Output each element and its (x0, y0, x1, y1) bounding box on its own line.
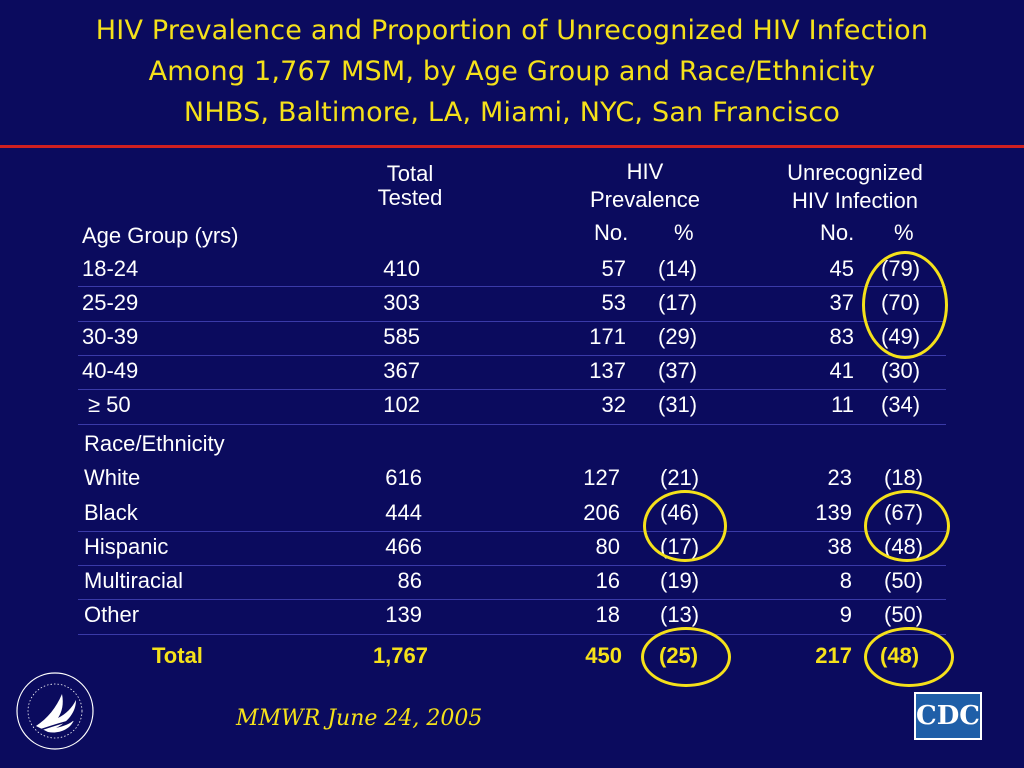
header-unrec-line2: HIV Infection (792, 188, 918, 213)
header-unrec-no: No. (820, 220, 855, 245)
header-prev-line1: HIV (626, 159, 664, 184)
highlight-circle-black-prevalence (643, 490, 727, 562)
section-label-race: Race/Ethnicity (84, 431, 225, 456)
prevalence-pct-cell: (13) (660, 602, 700, 627)
header-prev-no: No. (594, 220, 629, 245)
header-total-line2: Tested (377, 185, 443, 210)
row-label: Other (84, 602, 140, 627)
header-total-line1: Total (386, 161, 434, 186)
header-prev-line2: Prevalence (589, 187, 701, 212)
total-tested-cell: 1,767 (372, 643, 428, 668)
highlight-circle-young-unrecognized (862, 251, 948, 359)
prevalence-no-cell: 450 (585, 643, 622, 668)
prevalence-pct-cell: (14) (658, 256, 698, 281)
section-divider (78, 424, 946, 425)
unrecognized-no-cell: 41 (829, 358, 854, 383)
row-label: 25-29 (82, 290, 139, 315)
row-label: Multiracial (84, 568, 184, 593)
row-label: Hispanic (84, 534, 169, 559)
prevalence-pct-cell: (29) (658, 324, 698, 349)
header-prev-pct: % (674, 220, 694, 245)
unrecognized-no-cell: 45 (829, 256, 854, 281)
row-divider (78, 565, 946, 566)
unrecognized-no-cell: 37 (829, 290, 854, 315)
row-label: Black (84, 500, 138, 525)
total-tested-cell: 86 (397, 568, 422, 593)
prevalence-no-cell: 57 (601, 256, 626, 281)
prevalence-no-cell: 18 (595, 602, 620, 627)
unrecognized-pct-cell: (50) (884, 568, 924, 593)
row-divider (78, 355, 946, 356)
header-hiv-prevalence: HIV Prevalence (570, 158, 720, 214)
header-unrec-line1: Unrecognized (787, 160, 923, 185)
cdc-logo: CDC (914, 692, 982, 740)
header-age-group: Age Group (yrs) (82, 223, 239, 248)
prevalence-no-cell: 206 (583, 500, 620, 525)
row-divider (78, 389, 946, 390)
prevalence-no-cell: 16 (595, 568, 620, 593)
title-line-3: NHBS, Baltimore, LA, Miami, NYC, San Fra… (183, 97, 841, 128)
title-divider (0, 145, 1024, 148)
prevalence-pct-cell: (17) (658, 290, 698, 315)
prevalence-no-cell: 80 (595, 534, 620, 559)
total-tested-cell: 616 (385, 465, 422, 490)
section-divider (78, 634, 946, 635)
row-label: 30-39 (82, 324, 139, 349)
total-tested-cell: 139 (385, 602, 422, 627)
total-tested-cell: 466 (385, 534, 422, 559)
unrecognized-pct-cell: (50) (884, 602, 924, 627)
prevalence-pct-cell: (19) (660, 568, 700, 593)
citation: MMWR June 24, 2005 (236, 706, 483, 731)
header-total-tested: Total Tested (355, 160, 465, 212)
header-unrec-pct: % (894, 220, 914, 245)
title-line-2: Among 1,767 MSM, by Age Group and Race/E… (148, 56, 876, 87)
prevalence-no-cell: 137 (589, 358, 626, 383)
title-line-1: HIV Prevalence and Proportion of Unrecog… (95, 15, 929, 46)
prevalence-pct-cell: (37) (658, 358, 698, 383)
highlight-circle-total-prevalence (641, 627, 731, 687)
row-divider (78, 321, 946, 322)
unrecognized-pct-cell: (30) (881, 358, 921, 383)
total-tested-cell: 410 (383, 256, 420, 281)
highlight-circle-total-unrecognized (864, 627, 954, 687)
unrecognized-pct-cell: (34) (881, 392, 921, 417)
total-tested-cell: 444 (385, 500, 422, 525)
prevalence-no-cell: 53 (601, 290, 626, 315)
unrecognized-no-cell: 8 (839, 568, 852, 593)
row-label: White (84, 465, 141, 490)
row-divider (78, 531, 946, 532)
prevalence-pct-cell: (31) (658, 392, 698, 417)
unrecognized-no-cell: 83 (829, 324, 854, 349)
prevalence-pct-cell: (21) (660, 465, 700, 490)
row-label: 40-49 (82, 358, 139, 383)
total-tested-cell: 585 (383, 324, 420, 349)
total-label: Total (152, 643, 203, 668)
highlight-circle-black-unrecognized (864, 490, 950, 562)
total-tested-cell: 303 (383, 290, 420, 315)
row-label: 18-24 (82, 256, 139, 281)
unrecognized-no-cell: 23 (827, 465, 852, 490)
header-unrecognized: Unrecognized HIV Infection (760, 159, 950, 215)
unrecognized-no-cell: 11 (831, 392, 854, 417)
unrecognized-no-cell: 139 (815, 500, 852, 525)
row-divider (78, 286, 946, 287)
unrecognized-pct-cell: (18) (884, 465, 924, 490)
unrecognized-no-cell: 38 (827, 534, 852, 559)
prevalence-no-cell: 171 (589, 324, 626, 349)
prevalence-no-cell: 32 (601, 392, 626, 417)
prevalence-no-cell: 127 (583, 465, 620, 490)
total-tested-cell: 367 (383, 358, 420, 383)
row-divider (78, 599, 946, 600)
unrecognized-no-cell: 217 (815, 643, 852, 668)
slide-title: HIV Prevalence and Proportion of Unrecog… (0, 10, 1024, 133)
total-tested-cell: 102 (383, 392, 420, 417)
row-label: ≥ 50 (88, 392, 131, 417)
unrecognized-no-cell: 9 (839, 602, 852, 627)
hhs-seal-logo (16, 672, 94, 750)
